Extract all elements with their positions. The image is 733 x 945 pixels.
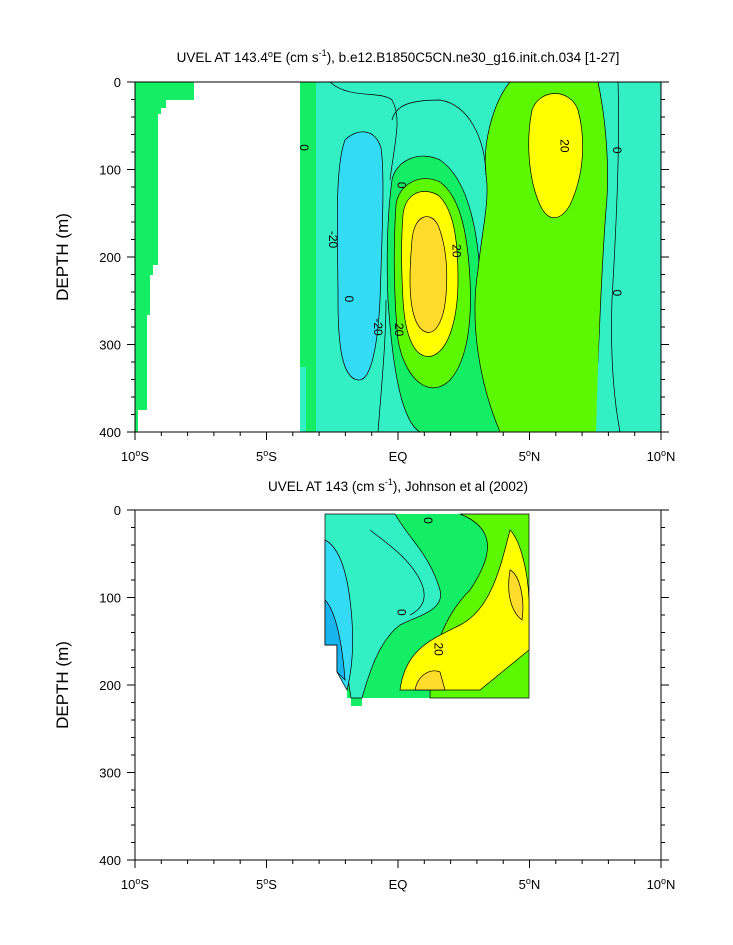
obs-contour-line-a	[369, 529, 425, 616]
model-contour-line-b	[391, 99, 487, 176]
model-contour-label: 0	[297, 144, 311, 151]
obs-region-core	[414, 670, 446, 691]
model-region-euc-core	[409, 216, 448, 333]
obs-y-tick-label: 400	[99, 853, 121, 868]
obs-x-tick-label: 5oN	[519, 876, 541, 892]
model-y-tick-label: 200	[99, 250, 121, 265]
obs-region-negative-core	[324, 599, 346, 681]
model-x-tick-label: EQ	[389, 449, 408, 464]
model-contour-line-c	[611, 82, 621, 432]
obs-x-tick-label: 10oN	[647, 876, 676, 892]
model-x-tick-label: 5oN	[519, 448, 541, 464]
model-y-tick-label: 100	[99, 163, 121, 178]
obs-x-tick-label: 5oS	[256, 876, 277, 892]
model-contour-label: -20	[371, 318, 385, 336]
model-region-necc-inner	[528, 93, 584, 219]
model-x-tick-label: 10oS	[121, 448, 149, 464]
model-contour-labels: 0 -20 0 0 -20 20 20 20 0 0	[297, 139, 624, 336]
obs-x-axis: 10oS 5oS EQ 5oN 10oN	[121, 860, 676, 892]
obs-contour-label: 0	[421, 517, 435, 524]
model-y-tick-label: 400	[99, 425, 121, 440]
obs-panel: UVEL AT 143 (cm s-1), Johnson et al (200…	[53, 477, 675, 892]
model-contour-line-a	[329, 82, 398, 181]
model-panel-title: UVEL AT 143.4oE (cm s-1), b.e12.B1850C5C…	[177, 48, 620, 65]
model-contour-line-d	[377, 299, 387, 432]
obs-contour-labels: 0 0 20	[394, 517, 445, 656]
model-contour-label: -20	[326, 231, 340, 249]
model-region-necc-deep	[480, 300, 600, 432]
model-y-tick-label: 0	[114, 75, 121, 90]
model-x-axis: 10oS 5oS EQ 5oN 10oN	[121, 432, 676, 464]
model-contour-label: 0	[342, 296, 356, 303]
model-x-tick-label: 5oS	[256, 448, 277, 464]
model-contour-label: 20	[558, 139, 572, 153]
obs-y-axis-label: DEPTH (m)	[53, 641, 72, 729]
model-region-coastal-band	[300, 82, 316, 432]
obs-y-tick-label: 0	[114, 503, 121, 518]
obs-y-tick-label: 200	[99, 678, 121, 693]
model-panel: UVEL AT 143.4oE (cm s-1), b.e12.B1850C5C…	[53, 48, 675, 464]
model-contour-label: 0	[610, 290, 624, 297]
model-y-tick-label: 300	[99, 338, 121, 353]
obs-panel-title: UVEL AT 143 (cm s-1), Johnson et al (200…	[268, 477, 528, 494]
model-contour-label: 20	[392, 323, 406, 337]
obs-y-tick-label: 100	[99, 591, 121, 606]
obs-region-weak-positive	[324, 513, 441, 699]
obs-x-tick-label: 10oS	[121, 876, 149, 892]
obs-contour-field	[324, 513, 530, 706]
obs-contour-label: 20	[431, 642, 445, 656]
model-x-tick-label: 10oN	[647, 448, 676, 464]
model-contour-label: 0	[394, 182, 408, 189]
model-region-negative-west	[336, 131, 384, 381]
obs-region-east-core	[508, 569, 524, 621]
model-y-axis-label: DEPTH (m)	[53, 213, 72, 301]
obs-region-negative-west	[324, 539, 353, 691]
obs-y-tick-label: 300	[99, 766, 121, 781]
model-contour-label: 0	[610, 147, 624, 154]
model-west-boundary-region	[135, 82, 194, 432]
obs-contour-label: 0	[394, 609, 408, 616]
obs-region-east-strong	[399, 529, 530, 691]
model-contour-field	[135, 82, 661, 432]
obs-x-tick-label: EQ	[389, 877, 408, 892]
model-contour-label: 20	[450, 244, 464, 258]
